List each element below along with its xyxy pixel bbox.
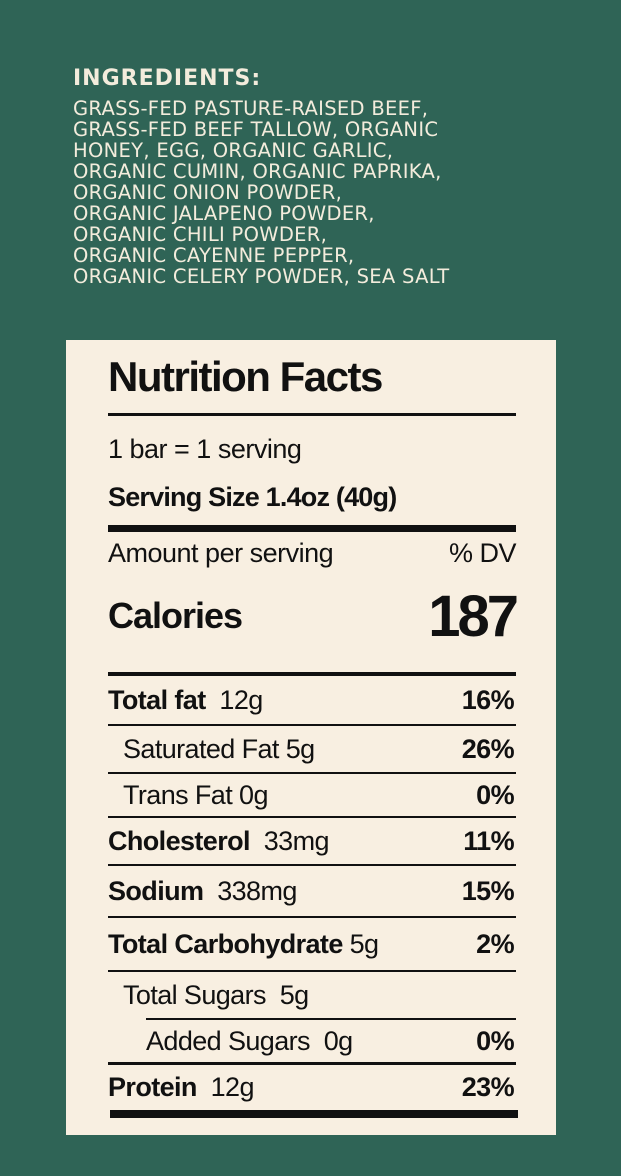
- divider: [108, 916, 516, 918]
- nutrient-dv: 0%: [476, 779, 514, 810]
- nutrient-label: Total fat: [108, 684, 206, 715]
- nutrient-label: Saturated Fat 5g: [123, 733, 315, 764]
- nutrient-row-added-sugars: Added Sugars 0g 0%: [108, 1020, 515, 1062]
- calories-value: 187: [428, 583, 519, 649]
- ingredients-line: ORGANIC JALAPENO POWDER,: [73, 202, 375, 225]
- ingredients-title: INGREDIENTS:: [73, 66, 262, 91]
- ingredients-line: ORGANIC CAYENNE PEPPER,: [73, 244, 355, 267]
- nutrient-row-saturated-fat: Saturated Fat 5g 26%: [108, 726, 515, 772]
- amount-header: Amount per serving % DV: [108, 536, 517, 570]
- ingredients-line: ORGANIC CELERY POWDER, SEA SALT: [73, 265, 450, 288]
- nutrient-dv: 16%: [461, 684, 515, 715]
- divider: [108, 772, 516, 774]
- nutrient-row-trans-fat: Trans Fat 0g 0%: [108, 774, 515, 816]
- ingredients-block: INGREDIENTS: GRASS-FED PASTURE-RAISED BE…: [73, 64, 593, 287]
- nutrient-dv: 15%: [461, 875, 515, 906]
- nutrition-title: Nutrition Facts: [108, 353, 383, 400]
- divider: [108, 970, 516, 972]
- ingredients-line: ORGANIC CHILI POWDER,: [73, 223, 328, 246]
- nutrient-row-sodium: Sodium 338mg 15%: [108, 866, 515, 916]
- dv-label: % DV: [448, 538, 517, 568]
- nutrient-dv: 0%: [476, 1025, 514, 1056]
- nutrient-amount: 12g: [219, 684, 263, 715]
- nutrient-amount: 0g: [323, 1025, 353, 1056]
- thick-divider: [108, 672, 516, 676]
- nutrient-label: Sodium: [108, 875, 204, 906]
- thick-divider: [110, 1110, 518, 1118]
- nutrient-row-cholesterol: Cholesterol 33mg 11%: [108, 818, 515, 864]
- ingredients-line: ORGANIC ONION POWDER,: [73, 181, 343, 204]
- nutrient-amount: 5g: [349, 928, 379, 959]
- amount-label: Amount per serving: [108, 538, 334, 568]
- divider: [108, 864, 516, 866]
- nutrient-label: Added Sugars: [146, 1025, 311, 1056]
- ingredients-line: GRASS-FED BEEF TALLOW, ORGANIC: [73, 118, 439, 141]
- nutrient-label: Trans Fat 0g: [123, 779, 268, 810]
- nutrient-dv: 2%: [476, 928, 514, 959]
- divider: [108, 724, 516, 726]
- nutrient-amount: 5g: [279, 979, 309, 1010]
- thick-divider: [108, 525, 516, 532]
- nutrient-row-protein: Protein 12g 23%: [108, 1065, 515, 1109]
- nutrient-dv: 11%: [463, 825, 514, 856]
- nutrient-row-total-fat: Total fat 12g 16%: [108, 676, 515, 724]
- nutrient-row-total-sugars: Total Sugars 5g: [108, 972, 514, 1018]
- nutrient-label: Cholesterol: [108, 825, 251, 856]
- nutrition-facts-panel: Nutrition Facts 1 bar = 1 serving Servin…: [66, 340, 556, 1135]
- servings-text: 1 bar = 1 serving: [108, 434, 302, 464]
- nutrient-label: Total Carbohydrate: [108, 928, 343, 959]
- nutrient-dv: 26%: [461, 733, 515, 764]
- divider: [108, 1062, 516, 1065]
- nutrient-row-total-carbohydrate: Total Carbohydrate 5g 2%: [108, 918, 515, 970]
- ingredients-line: HONEY, EGG, ORGANIC GARLIC,: [73, 139, 394, 162]
- nutrient-amount: 12g: [210, 1071, 255, 1102]
- serving-size: Serving Size 1.4oz (40g): [108, 482, 397, 512]
- nutrient-dv: 23%: [461, 1071, 515, 1102]
- divider: [108, 413, 516, 416]
- divider: [146, 1018, 516, 1020]
- nutrient-label: Total Sugars: [123, 979, 266, 1010]
- calories-label: Calories: [108, 595, 243, 636]
- nutrient-amount: 33mg: [263, 825, 330, 856]
- nutrient-label: Protein: [108, 1071, 197, 1102]
- ingredients-line: ORGANIC CUMIN, ORGANIC PAPRIKA,: [73, 160, 442, 183]
- calories-row: Calories 187: [108, 580, 519, 652]
- ingredients-line: GRASS-FED PASTURE-RAISED BEEF,: [73, 97, 429, 120]
- divider: [108, 816, 516, 818]
- nutrient-amount: 338mg: [217, 875, 297, 906]
